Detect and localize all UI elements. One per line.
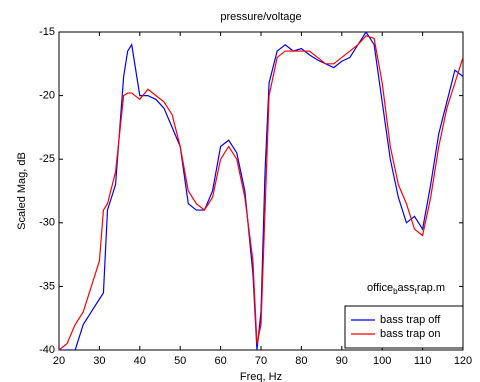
data-line <box>59 35 463 350</box>
x-axis-label: Freq, Hz <box>240 371 282 382</box>
annotation: officebasstrap.m <box>367 282 445 296</box>
y-tick-label: -15 <box>39 26 55 38</box>
x-tick-label: 90 <box>336 355 348 367</box>
annotation-part: t <box>415 287 418 296</box>
y-tick-label: -25 <box>39 153 55 165</box>
y-tick-label: -40 <box>39 344 55 356</box>
y-tick-label: -35 <box>39 280 55 292</box>
annotation-part: b <box>393 287 398 296</box>
y-axis-label: Scaled Mag, dB <box>16 152 28 230</box>
x-tick-label: 30 <box>93 355 105 367</box>
annotation-part: ass <box>398 282 416 294</box>
y-tick-label: -20 <box>39 90 55 102</box>
x-tick-label: 70 <box>255 355 267 367</box>
y-tick-label: -30 <box>39 217 55 229</box>
x-tick-label: 40 <box>134 355 146 367</box>
x-tick-label: 120 <box>454 355 472 367</box>
annotation-part: rap.m <box>417 282 445 294</box>
x-tick-label: 110 <box>414 355 432 367</box>
legend-box <box>344 305 464 349</box>
chart-title: pressure/voltage <box>220 11 301 23</box>
legend-label: bass trap on <box>380 328 441 340</box>
data-line <box>59 32 463 350</box>
x-tick-label: 20 <box>53 355 65 367</box>
annotation-part: office <box>367 282 393 294</box>
legend-label: bass trap off <box>380 314 441 326</box>
x-tick-label: 80 <box>295 355 307 367</box>
x-tick-label: 50 <box>174 355 186 367</box>
x-tick-label: 60 <box>214 355 226 367</box>
x-tick-label: 100 <box>373 355 391 367</box>
